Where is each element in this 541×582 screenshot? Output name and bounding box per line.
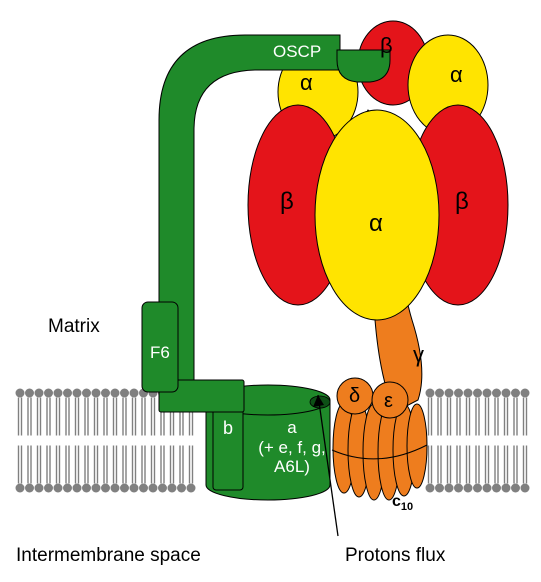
membrane-right (426, 389, 530, 493)
beta-front-right-label: β (455, 188, 469, 216)
alpha-back-left-label: α (300, 70, 313, 96)
alpha-front-label: α (369, 210, 383, 238)
a-subunit-label: a (+ e, f, g, A6L) (247, 418, 337, 477)
matrix-label: Matrix (48, 316, 100, 338)
gamma-label: γ (413, 342, 424, 368)
alpha-back-right-label: α (450, 62, 463, 88)
protons-label: Protons flux (345, 545, 445, 567)
c10-ring (332, 403, 427, 500)
b-label: b (223, 418, 233, 439)
beta-back-label: β (380, 33, 393, 59)
intermembrane-label: Intermembrane space (16, 545, 201, 567)
b-subunit-base (213, 400, 243, 490)
atp-synthase-diagram: OSCP α α β α β β γ δ ε F6 b a (+ e, f, g… (0, 0, 541, 582)
c10-label: c10 (392, 493, 413, 513)
beta-front-left-label: β (280, 188, 294, 216)
f6-label: F6 (150, 343, 170, 363)
epsilon-label: ε (384, 390, 393, 413)
oscp-label: OSCP (273, 42, 321, 62)
delta-label: δ (349, 385, 360, 408)
